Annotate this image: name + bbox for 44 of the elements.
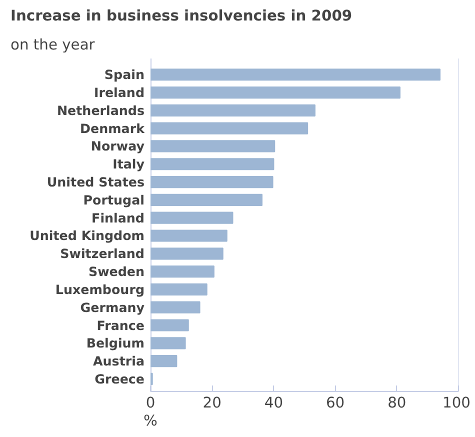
y-tick-label: Spain bbox=[104, 67, 145, 82]
x-tick-label: 100 bbox=[442, 394, 471, 412]
bar bbox=[150, 140, 276, 152]
bar bbox=[150, 86, 400, 99]
y-tick-label: Finland bbox=[92, 210, 145, 226]
y-tick-label: Norway bbox=[90, 138, 146, 154]
chart-subtitle: on the year bbox=[10, 36, 96, 54]
x-tick-label: 60 bbox=[326, 394, 345, 412]
y-tick-label: United States bbox=[46, 174, 145, 190]
y-tick-label: Sweden bbox=[88, 264, 144, 280]
x-tick-label: 0 bbox=[146, 394, 156, 412]
y-tick-label: United Kingdom bbox=[30, 228, 145, 244]
y-tick-label: Netherlands bbox=[56, 102, 145, 118]
bar bbox=[150, 266, 214, 278]
chart-title: Increase in business insolvencies in 2009 bbox=[10, 8, 352, 24]
bar bbox=[150, 104, 316, 116]
bar bbox=[150, 68, 441, 81]
bar bbox=[150, 230, 228, 242]
y-tick-label: Switzerland bbox=[60, 246, 145, 262]
y-tick-label: Luxembourg bbox=[55, 282, 144, 297]
x-tick-label: 40 bbox=[264, 394, 284, 412]
bar bbox=[150, 122, 308, 134]
bar bbox=[150, 158, 274, 170]
y-tick-label: Belgium bbox=[86, 336, 145, 351]
bar bbox=[150, 194, 262, 206]
y-tick-label: Austria bbox=[92, 354, 145, 369]
bar bbox=[150, 176, 274, 188]
bar bbox=[150, 319, 189, 332]
y-tick-label: Ireland bbox=[94, 85, 144, 100]
y-tick-label: Denmark bbox=[80, 120, 146, 136]
bar bbox=[150, 301, 200, 314]
bar bbox=[150, 283, 208, 296]
y-tick-label: France bbox=[96, 318, 145, 333]
bar bbox=[150, 212, 234, 224]
x-tick-label: 20 bbox=[202, 394, 222, 412]
y-tick-label: Germany bbox=[80, 300, 146, 315]
bar bbox=[150, 355, 178, 368]
y-tick-label: Greece bbox=[94, 371, 145, 386]
x-tick-label: 80 bbox=[388, 394, 406, 412]
bar bbox=[150, 337, 186, 350]
bar bbox=[150, 248, 224, 260]
y-tick-label: Italy bbox=[112, 156, 146, 172]
y-tick-label: Portugal bbox=[83, 192, 145, 208]
x-axis-title: % bbox=[144, 412, 158, 430]
